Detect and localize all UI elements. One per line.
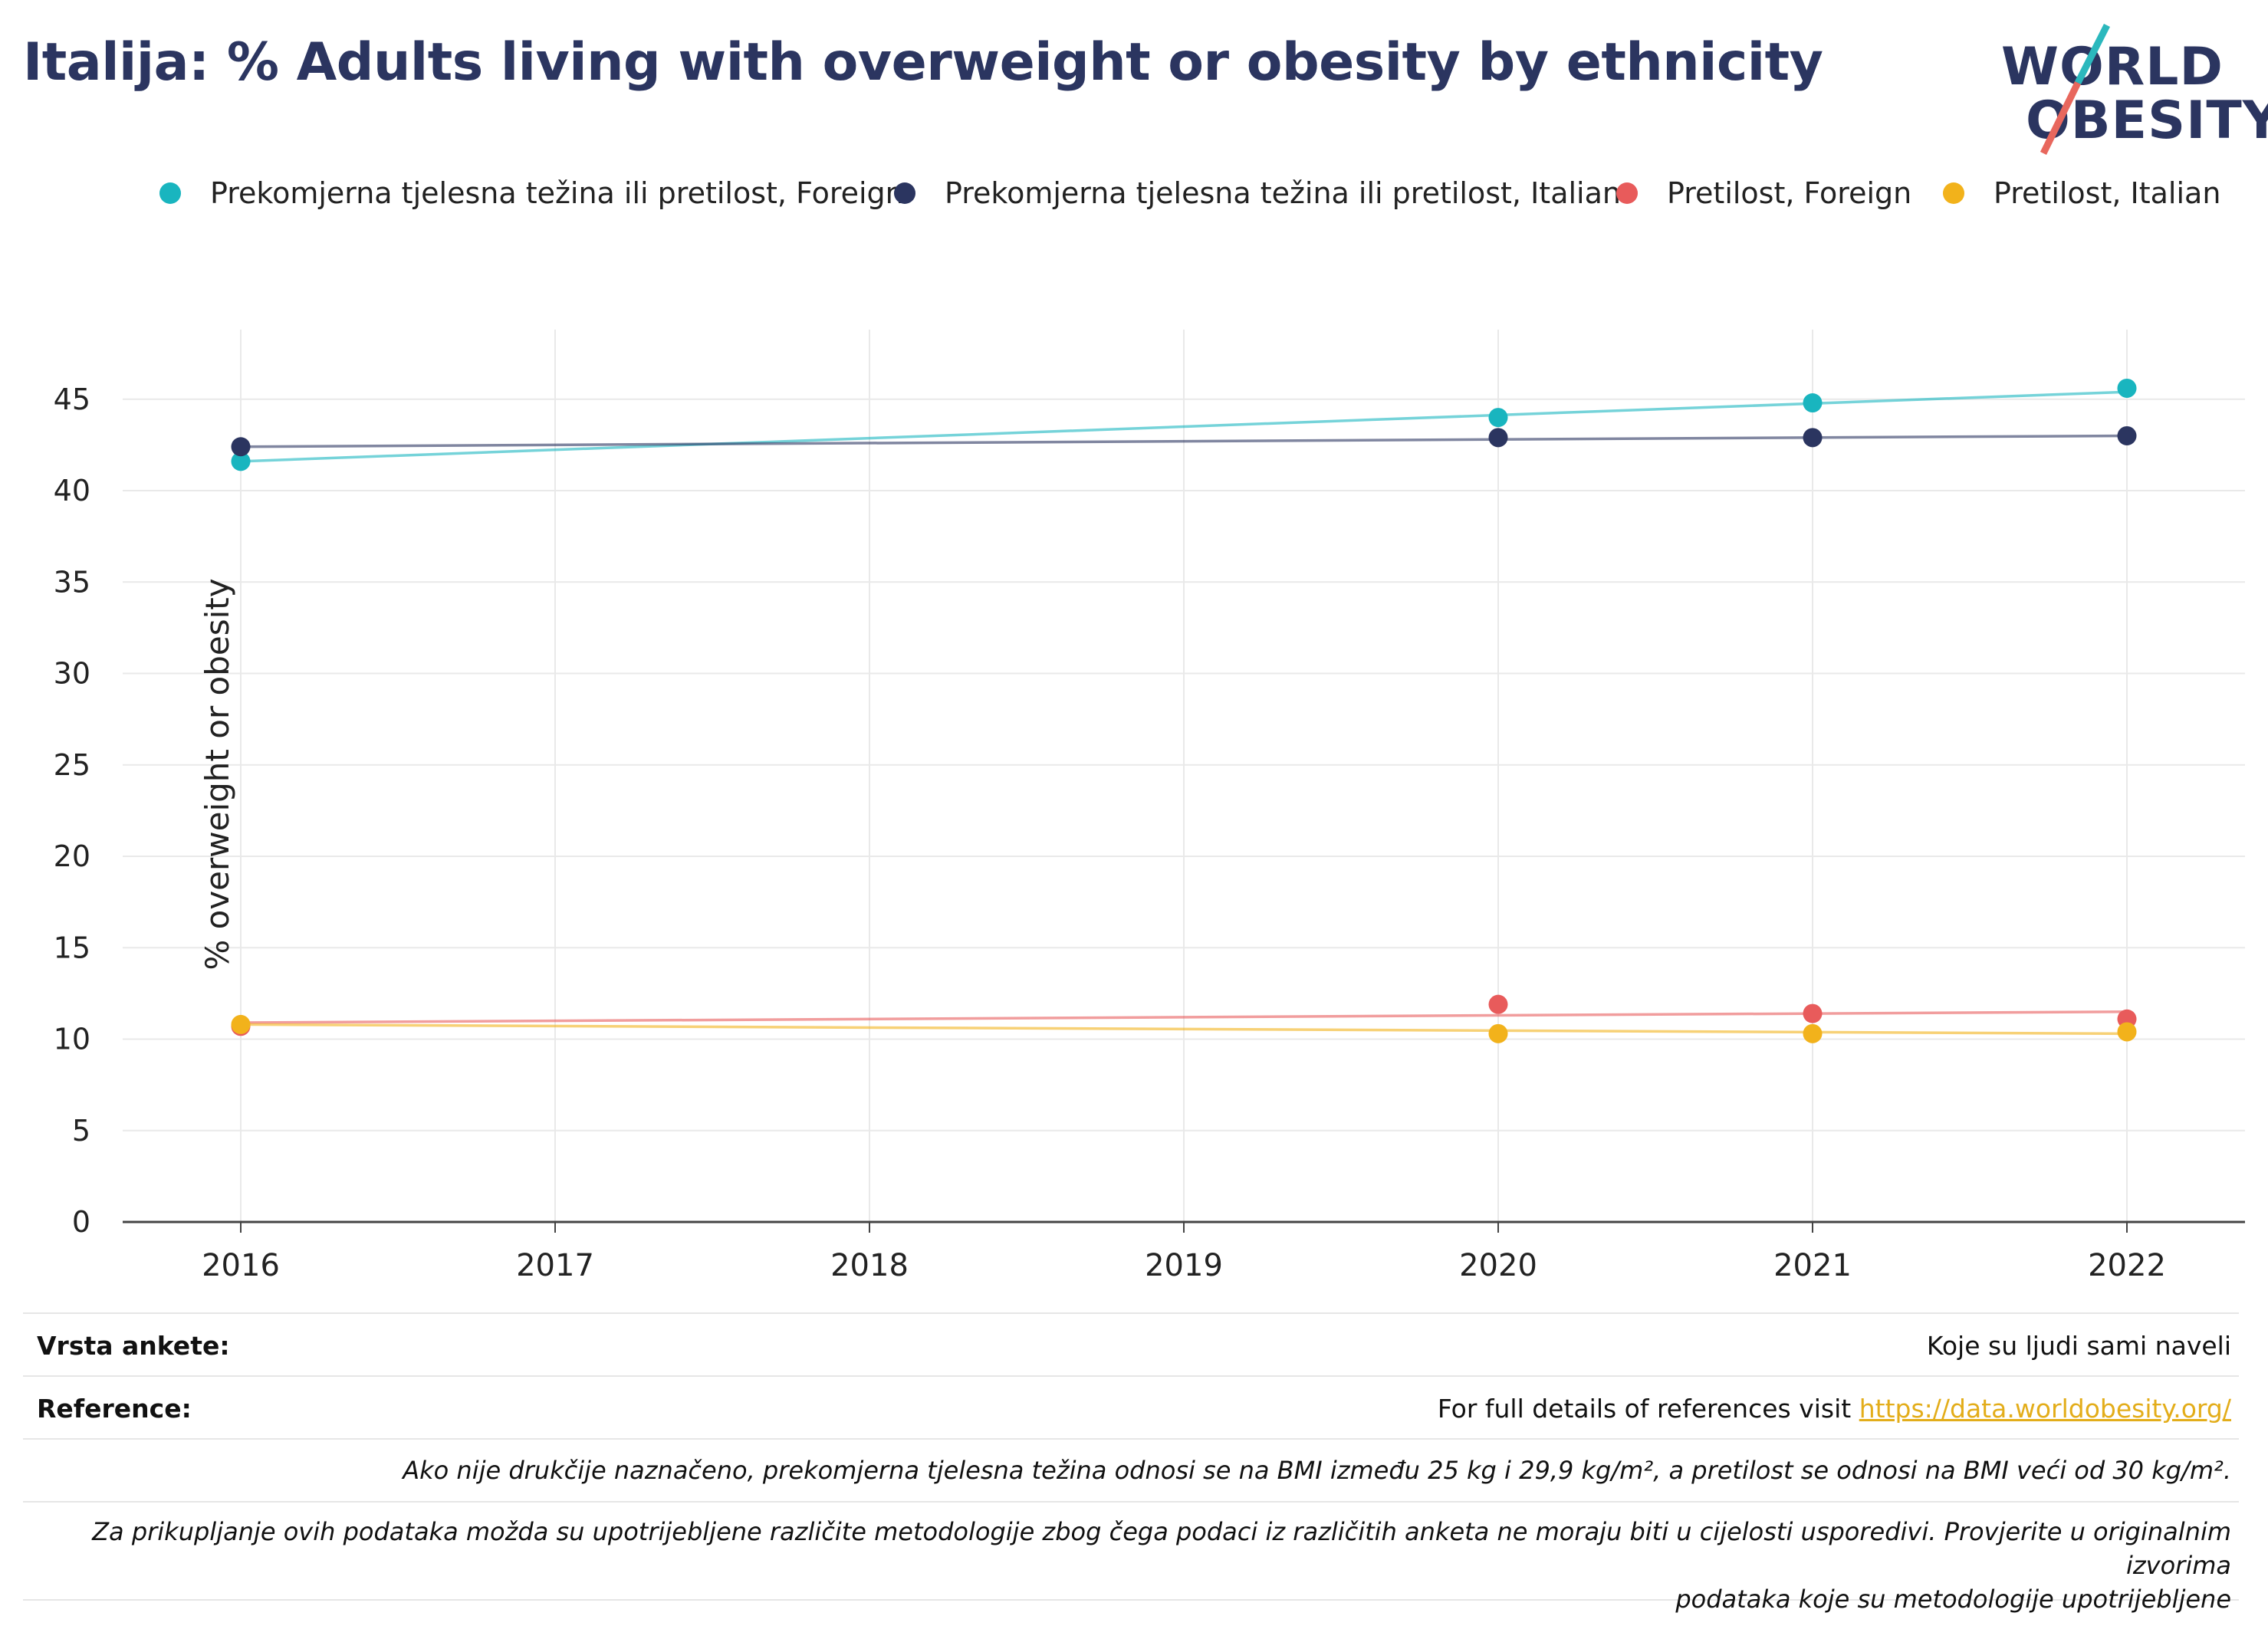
chart-axes: 0 5 10 15 20 25 30 35 40 45 2016 2017 2018 2019 2020 20… — [54, 383, 2245, 1283]
legend-item-foreign-overweight[interactable]: Prekomjerna tjelesna težina ili pretilos… — [159, 170, 904, 216]
data-point-series-0[interactable] — [231, 452, 251, 471]
data-point-series-1[interactable] — [1803, 428, 1823, 448]
legend-label: Pretilost, Foreign — [1667, 176, 1912, 210]
data-point-series-0[interactable] — [1488, 408, 1508, 428]
legend-marker-navy — [894, 182, 915, 204]
methodology-note-line-2: podataka koje su metodologije upotrijebl… — [1675, 1585, 2231, 1614]
data-point-series-1[interactable] — [231, 437, 251, 457]
bmi-definition-note: Ako nije drukčije naznačeno, prekomjerna… — [403, 1456, 2231, 1485]
x-tick-label: 2020 — [1459, 1248, 1537, 1283]
data-point-series-2[interactable] — [1488, 994, 1508, 1014]
data-point-series-2[interactable] — [1803, 1003, 1823, 1023]
y-tick-label: 10 — [54, 1023, 90, 1056]
footer-survey-row: Vrsta ankete: Koje su ljudi sami naveli — [23, 1312, 2239, 1377]
x-tick-label: 2018 — [830, 1248, 909, 1283]
chart-legend: Prekomjerna tjelesna težina ili pretilos… — [0, 170, 2268, 216]
data-point-series-0[interactable] — [1803, 393, 1823, 413]
reference-link[interactable]: https://data.worldobesity.org/ — [1859, 1394, 2231, 1424]
y-tick-label: 45 — [54, 383, 90, 416]
world-obesity-logo: WORLD OBESITY — [2001, 21, 2268, 159]
y-tick-label: 15 — [54, 931, 90, 964]
y-tick-label: 35 — [54, 565, 90, 599]
x-tick-label: 2016 — [202, 1248, 280, 1283]
chart-grid — [123, 330, 2245, 1222]
y-tick-label: 5 — [72, 1114, 90, 1148]
legend-marker-red — [1616, 182, 1638, 204]
survey-type-label: Vrsta ankete: — [37, 1331, 230, 1361]
reference-text: For full details of references visit — [1437, 1394, 1859, 1424]
data-point-series-3[interactable] — [1803, 1023, 1823, 1043]
legend-label: Pretilost, Italian — [1994, 176, 2221, 210]
data-point-series-1[interactable] — [2117, 425, 2137, 445]
y-axis-title: % overweight or obesity — [199, 578, 237, 971]
data-point-series-0[interactable] — [2117, 378, 2137, 398]
data-point-series-3[interactable] — [1488, 1023, 1508, 1043]
legend-label: Prekomjerna tjelesna težina ili pretilos… — [945, 176, 1621, 210]
x-tick-label: 2017 — [516, 1248, 594, 1283]
y-tick-label: 0 — [72, 1205, 90, 1239]
footer-reference-row: Reference: For full details of reference… — [23, 1375, 2239, 1440]
line-chart: 0 5 10 15 20 25 30 35 40 45 2016 2017 2018 2019 2020 20… — [54, 330, 2245, 1283]
reference-value: For full details of references visit htt… — [1438, 1394, 2231, 1424]
chart-title: Italija: % Adults living with overweight… — [23, 32, 1823, 93]
methodology-note-line-1: Za prikupljanje ovih podataka možda su u… — [92, 1517, 2231, 1580]
y-tick-label: 25 — [54, 748, 90, 782]
survey-type-value: Koje su ljudi sami naveli — [1926, 1331, 2231, 1361]
legend-item-italian-obesity[interactable]: Pretilost, Italian — [1943, 170, 2220, 216]
x-tick-label: 2021 — [1773, 1248, 1852, 1283]
methodology-note: Za prikupljanje ovih podataka možda su u… — [23, 1515, 2231, 1616]
legend-marker-yellow — [1943, 182, 1964, 204]
data-points — [231, 378, 2137, 1043]
footer-note-row: Ako nije drukčije naznačeno, prekomjerna… — [23, 1438, 2239, 1503]
y-tick-label: 40 — [54, 474, 90, 507]
x-tick-label: 2022 — [2088, 1248, 2166, 1283]
y-tick-label: 30 — [54, 657, 90, 691]
data-point-series-1[interactable] — [1488, 428, 1508, 448]
footer-methodology-row: Za prikupljanje ovih podataka možda su u… — [23, 1501, 2239, 1614]
legend-item-foreign-obesity[interactable]: Pretilost, Foreign — [1616, 170, 1911, 216]
data-point-series-3[interactable] — [231, 1014, 251, 1034]
y-tick-label: 20 — [54, 839, 90, 873]
legend-item-italian-overweight[interactable]: Prekomjerna tjelesna težina ili pretilos… — [894, 170, 1621, 216]
x-tick-label: 2019 — [1145, 1248, 1223, 1283]
reference-label: Reference: — [37, 1394, 192, 1424]
legend-label: Prekomjerna tjelesna težina ili pretilos… — [210, 176, 904, 210]
logo-slash-icon — [2040, 23, 2111, 155]
legend-marker-teal — [159, 182, 181, 204]
data-point-series-3[interactable] — [2117, 1022, 2137, 1042]
logo-line-1: WORLD — [2001, 37, 2224, 97]
